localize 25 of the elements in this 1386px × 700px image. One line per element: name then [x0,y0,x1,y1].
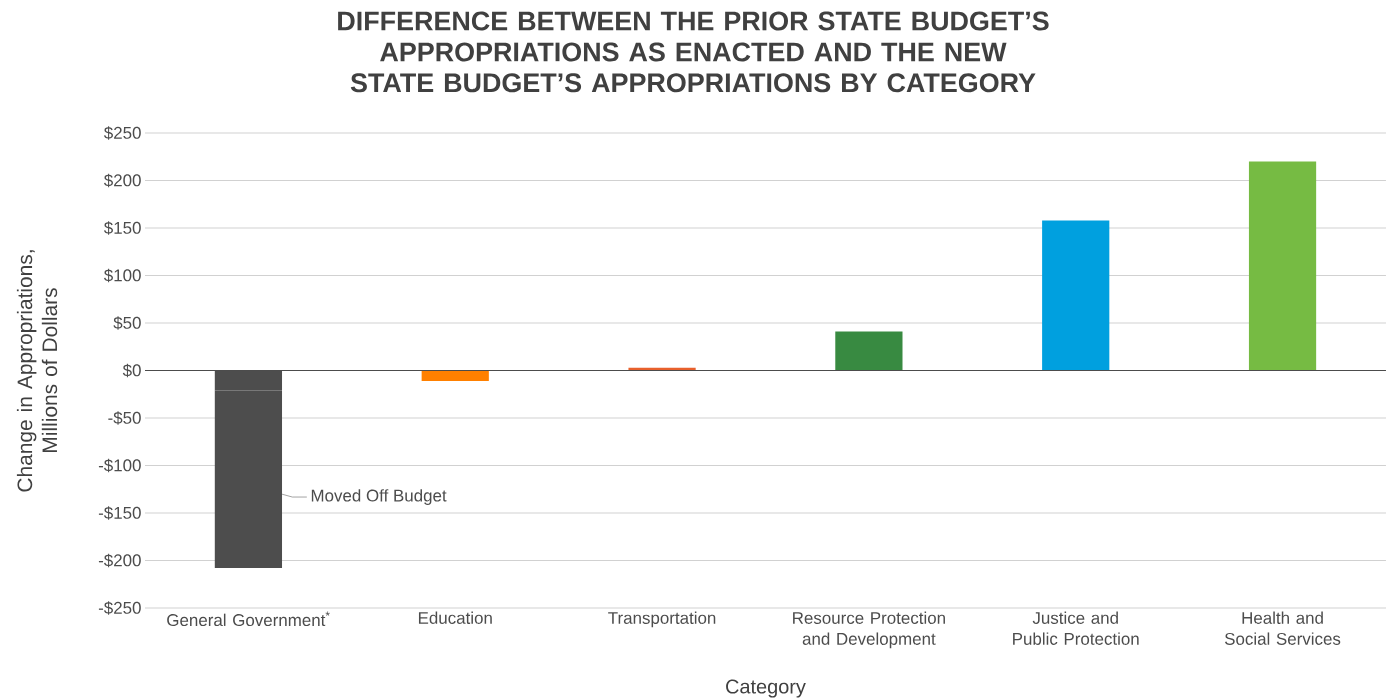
x-axis-title: Category [726,679,806,698]
bar [1248,161,1317,371]
bar [1042,220,1110,371]
x-tick-label: General Government$^{*}$ [167,611,330,627]
x-tick-label: Transportation [608,611,716,628]
chart-title: DIFFERENCE BETWEEN THE PRIOR STATE BUDGET’S APPROPRIATIONS AS ENACTED AND THE NEW STATE BUDGET’S APPROPRIATIONS BY CATEGORY [338,11,1049,93]
bar [835,331,903,371]
series-label: Moved Off Budget [311,489,447,505]
y-tick-label: -$100 [98,458,141,473]
y-tick-label: -$250 [98,601,141,615]
y-tick-label: $200 [103,173,141,188]
x-tick-label: Health and Social Services [1224,611,1341,645]
y-tick-label: -$50 [108,411,141,425]
y-tick-label: $50 [113,316,141,330]
y-tick-label: $250 [103,126,141,140]
y-tick-label: $100 [103,268,141,283]
y-tick-label: $150 [103,221,141,235]
x-tick-label: Education [418,611,492,624]
x-tick-label: Justice and Public Protection [1013,611,1139,645]
bar [421,370,489,381]
y-tick-label: -$150 [98,506,141,520]
y-tick-label: $0 [122,363,141,378]
x-tick-label: Resource Protection and Development [793,611,945,649]
y-axis-title: Change in Appropriations, Millions of Dollars [16,250,58,492]
y-tick-label: -$200 [98,553,141,568]
